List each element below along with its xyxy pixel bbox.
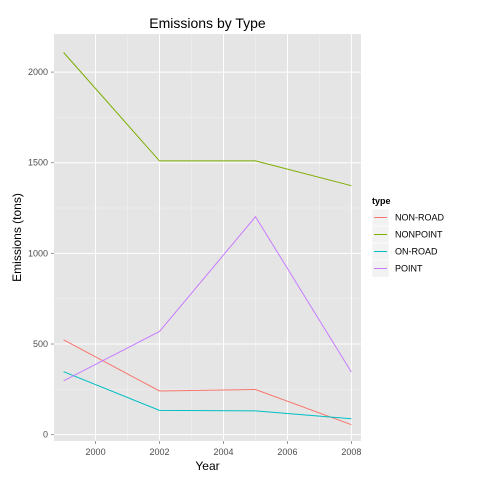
series-line-nonpoint [63, 52, 352, 187]
series-lines [63, 52, 352, 426]
legend-title: type [372, 196, 391, 206]
y-tick-label: 2000 [28, 67, 48, 77]
minor-gridlines [54, 34, 361, 441]
x-tick-label: 2000 [86, 447, 106, 457]
y-axis-ticks: 0 500 1000 1500 2000 [28, 67, 54, 440]
x-tick-label: 2006 [277, 447, 297, 457]
x-tick-label: 2002 [150, 447, 170, 457]
legend-label-on-road: ON-ROAD [395, 247, 438, 257]
plot-panel [54, 34, 361, 441]
legend-label-non-road: NON-ROAD [395, 213, 444, 223]
x-tick-label: 2008 [341, 447, 361, 457]
legend-label-point: POINT [395, 264, 423, 274]
y-axis-label: Emissions (tons) [10, 193, 24, 282]
y-tick-label: 1000 [28, 248, 48, 258]
major-gridlines [54, 34, 361, 441]
y-tick-label: 0 [43, 430, 48, 440]
series-line-non-road [63, 339, 352, 426]
chart-title: Emissions by Type [149, 15, 266, 31]
legend: type NON-ROAD NONPOINT ON-ROAD POINT [371, 196, 444, 278]
y-tick-label: 1500 [28, 158, 48, 168]
series-line-on-road [63, 371, 352, 420]
legend-label-nonpoint: NONPOINT [395, 230, 443, 240]
x-axis-label: Year [195, 459, 219, 473]
series-line-point [63, 215, 352, 382]
y-tick-label: 500 [33, 339, 48, 349]
x-tick-label: 2004 [213, 447, 233, 457]
x-axis-ticks: 2000 2002 2004 2006 2008 [86, 441, 361, 457]
